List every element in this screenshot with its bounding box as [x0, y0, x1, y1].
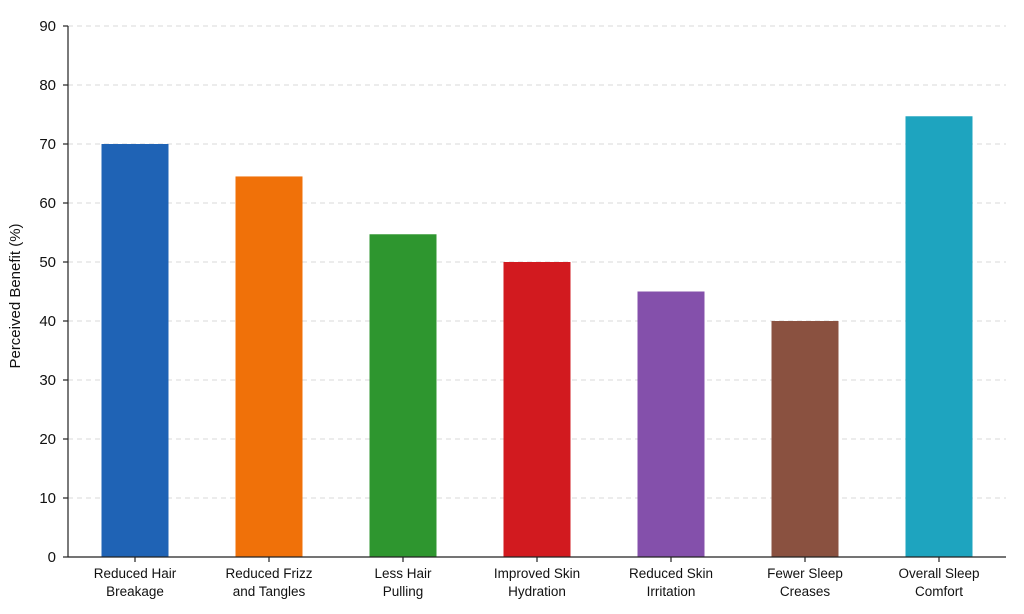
x-tick-label-line: Reduced Hair — [94, 566, 177, 581]
x-tick-label-line: Pulling — [383, 584, 424, 599]
x-tick-label: Reduced Frizz and Tangles — [225, 566, 312, 599]
y-tick-label: 60 — [39, 195, 56, 212]
y-tick-label: 80 — [39, 77, 56, 94]
bar — [503, 262, 571, 557]
x-tick-label-line: Less Hair — [374, 566, 432, 581]
bars — [101, 116, 973, 558]
x-tick-label-line: Breakage — [106, 584, 164, 599]
x-tick-label: Fewer Sleep Creases — [767, 566, 843, 599]
y-axis-title: Perceived Benefit (%) — [7, 223, 24, 368]
x-tick-label: Overall Sleep Comfort — [898, 566, 979, 599]
x-tick-label: Reduced Hair Breakage — [94, 566, 177, 599]
y-tick-label: 0 — [48, 549, 56, 566]
y-tick-label: 20 — [39, 431, 56, 448]
y-tick-label: 90 — [39, 18, 56, 35]
x-tick-label-line: Hydration — [508, 584, 566, 599]
x-tick-labels: Reduced Hair Breakage Reduced Frizz and Tan… — [94, 557, 980, 599]
x-tick-label-line: and Tangles — [233, 584, 306, 599]
bar — [637, 291, 705, 557]
x-tick-label-line: Overall Sleep — [898, 566, 979, 581]
y-tick-label: 30 — [39, 372, 56, 389]
x-tick-label-line: Irritation — [647, 584, 696, 599]
y-tick-label: 70 — [39, 136, 56, 153]
x-tick-label-line: Improved Skin — [494, 566, 580, 581]
x-tick-label: Improved Skin Hydration — [494, 566, 580, 599]
bar — [771, 321, 839, 557]
x-tick-label-line: Comfort — [915, 584, 963, 599]
bar — [235, 176, 303, 557]
x-tick-label-line: Fewer Sleep — [767, 566, 843, 581]
y-tick-label: 40 — [39, 313, 56, 330]
x-tick-label-line: Reduced Frizz — [225, 566, 312, 581]
y-tick-label: 50 — [39, 254, 56, 271]
x-tick-label: Less Hair Pulling — [374, 566, 432, 599]
x-tick-label-line: Creases — [780, 584, 831, 599]
y-tick-label: 10 — [39, 490, 56, 507]
bar — [905, 116, 973, 558]
bar — [369, 234, 437, 557]
y-tick-labels: 0 10 20 30 40 50 60 70 80 90 — [39, 18, 68, 566]
bar — [101, 144, 169, 557]
x-tick-label-line: Reduced Skin — [629, 566, 713, 581]
x-tick-label: Reduced Skin Irritation — [629, 566, 713, 599]
